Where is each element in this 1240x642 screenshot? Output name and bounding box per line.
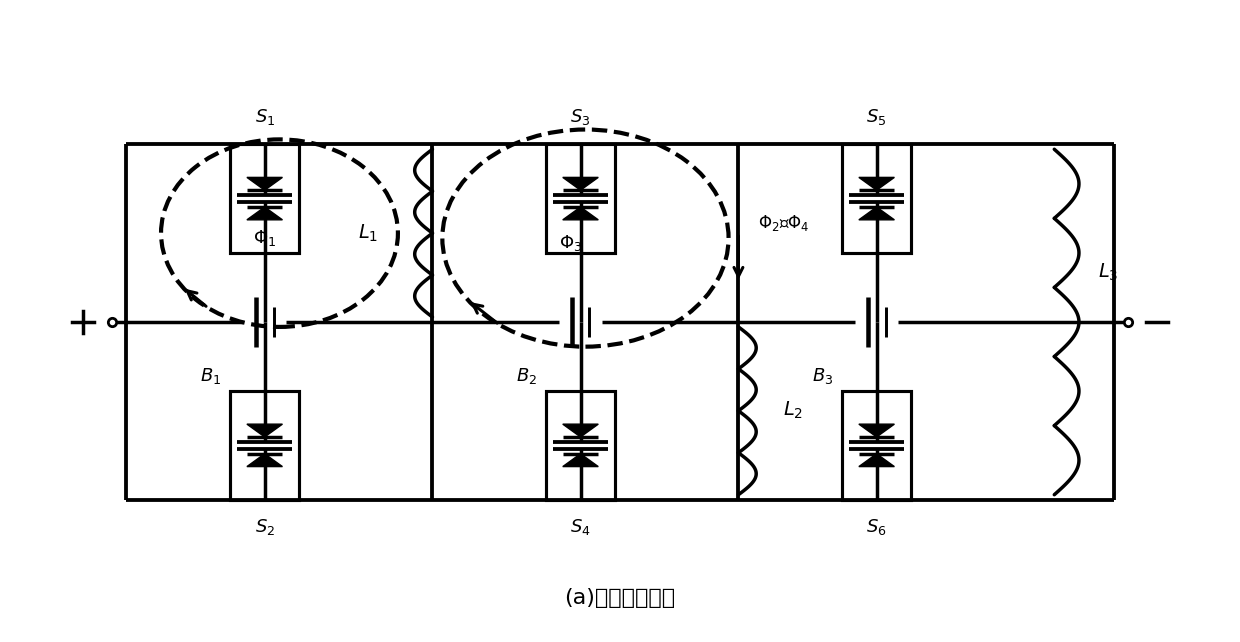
Text: $L_1$: $L_1$ xyxy=(358,223,378,244)
Polygon shape xyxy=(859,454,894,467)
Text: $\Phi_1$: $\Phi_1$ xyxy=(253,228,277,248)
Text: $B_1$: $B_1$ xyxy=(200,367,221,386)
Text: $S_2$: $S_2$ xyxy=(254,517,275,537)
Polygon shape xyxy=(859,177,894,190)
Text: $B_2$: $B_2$ xyxy=(516,367,537,386)
Text: $S_6$: $S_6$ xyxy=(867,517,887,537)
Text: $S_3$: $S_3$ xyxy=(570,107,590,126)
Polygon shape xyxy=(247,207,283,220)
Polygon shape xyxy=(563,207,598,220)
Polygon shape xyxy=(859,424,894,437)
Text: $\Phi_3$: $\Phi_3$ xyxy=(559,233,583,253)
Text: $S_4$: $S_4$ xyxy=(570,517,591,537)
Text: (a)均衡电路拓扑: (a)均衡电路拓扑 xyxy=(564,588,676,608)
Polygon shape xyxy=(563,454,598,467)
Text: $\Phi_2$、$\Phi_4$: $\Phi_2$、$\Phi_4$ xyxy=(758,213,810,233)
Polygon shape xyxy=(247,177,283,190)
Text: $L_2$: $L_2$ xyxy=(782,400,802,421)
Polygon shape xyxy=(247,424,283,437)
Polygon shape xyxy=(859,207,894,220)
Polygon shape xyxy=(247,454,283,467)
Text: $S_1$: $S_1$ xyxy=(254,107,275,126)
Text: $L_3$: $L_3$ xyxy=(1099,262,1118,283)
Polygon shape xyxy=(563,177,598,190)
Text: $S_5$: $S_5$ xyxy=(867,107,887,126)
Text: $B_3$: $B_3$ xyxy=(812,367,833,386)
Polygon shape xyxy=(563,424,598,437)
